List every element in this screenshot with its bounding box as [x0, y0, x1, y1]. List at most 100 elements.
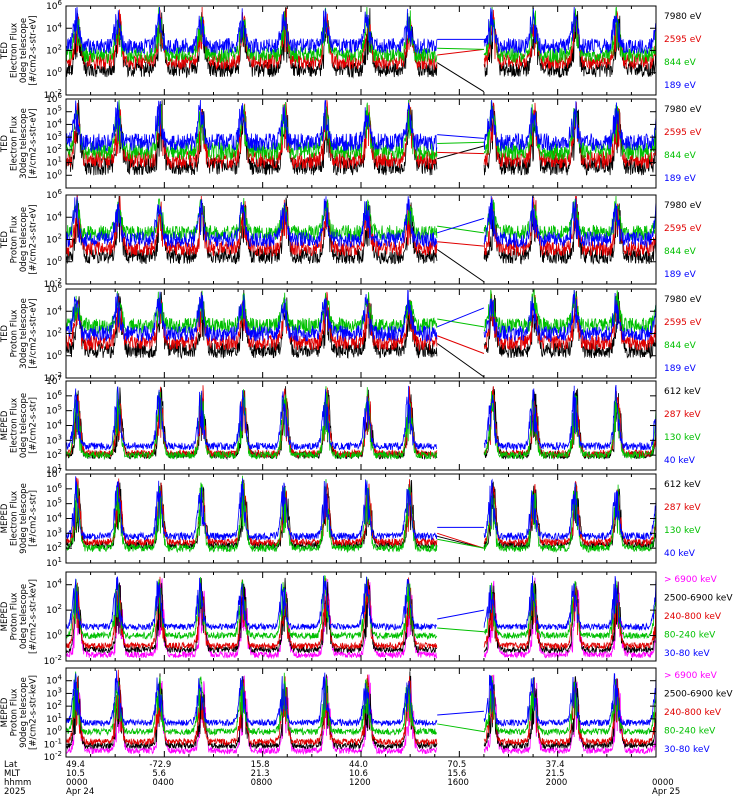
- y-axis-label-line: 90deg telescope: [19, 677, 29, 748]
- y-axis-label: TED Electron Flux 30deg telescope [#/cm2-s-…: [0, 108, 38, 179]
- series-80-240-kev-trace: [65, 575, 657, 641]
- gap-connector: [437, 627, 484, 633]
- gap-connector: [437, 47, 484, 50]
- gap-connector: [436, 62, 485, 93]
- y-tick-label: 102: [46, 143, 62, 156]
- y-tick-label: 100: [46, 66, 62, 79]
- legend-entry: 189 eV: [664, 270, 697, 280]
- y-axis-label-line: [#/cm2-s-str-eV]: [28, 204, 38, 274]
- y-tick-label: 103: [46, 526, 62, 539]
- y-tick-label: 107: [46, 374, 62, 387]
- legend-entry: 240-800 keV: [664, 612, 722, 622]
- y-tick-label: 101: [46, 556, 62, 569]
- y-tick-label: 105: [46, 105, 62, 118]
- gap-connector: [436, 343, 485, 378]
- gap-connector: [437, 532, 485, 549]
- y-axis-label-line: [#/cm2-s-str-eV]: [28, 15, 38, 85]
- hhmm-value: 0000: [66, 778, 88, 788]
- legend-entry: 844 eV: [664, 341, 697, 351]
- legend-entry: 7980 eV: [664, 201, 702, 211]
- gap-connector: [437, 307, 485, 328]
- y-axis-label-line: MEPED: [0, 503, 10, 533]
- y-tick-label: 101: [46, 712, 62, 725]
- y-tick-label: 107: [46, 467, 62, 480]
- y-tick-label: 102: [46, 44, 62, 57]
- date-value: Apr 25: [652, 787, 680, 797]
- y-tick-label: 102: [46, 541, 62, 554]
- y-axis-label-line: Electron Flux: [9, 491, 19, 546]
- legend-entry: 7980 eV: [664, 12, 702, 22]
- legend-entry: 2595 eV: [664, 224, 702, 234]
- y-tick-label: 10-2: [44, 277, 62, 290]
- y-tick-label: 10-1: [44, 737, 62, 750]
- legend-entry: 612 keV: [664, 387, 701, 397]
- series-7980-ev-trace: [65, 289, 657, 360]
- hhmm-value: 0000: [652, 778, 674, 788]
- y-axis-label-line: Proton Flux: [9, 593, 19, 641]
- gap-connector: [437, 318, 484, 328]
- y-tick-label: 104: [46, 117, 62, 130]
- gap-connector: [437, 723, 484, 733]
- flux-panel-7: 10-2 100 102 104 MEPED Proton Flux 0deg telesc…: [0, 571, 733, 667]
- gap-connector: [437, 217, 485, 234]
- series-130-kev-trace: [65, 386, 657, 461]
- y-axis-label-line: [#/cm2-s-str]: [28, 397, 38, 454]
- y-tick-label: 104: [46, 512, 62, 525]
- series-189-ev-trace: [65, 195, 657, 249]
- series-30-80-kev-trace: [65, 670, 657, 728]
- y-tick-label: 100: [46, 168, 62, 181]
- mlt-value: 21.5: [546, 769, 565, 779]
- y-tick-label: 104: [46, 304, 62, 317]
- series-240-800-kev-trace: [65, 669, 657, 747]
- y-axis-label-line: Proton Flux: [9, 310, 19, 358]
- y-axis-label-line: [#/cm2-s-str-eV]: [28, 298, 38, 368]
- legend-entry: 80-240 keV: [664, 631, 716, 641]
- legend-entry: 7980 eV: [664, 295, 702, 305]
- hhmm-value: 1600: [447, 778, 469, 788]
- y-tick-label: 106: [46, 92, 62, 105]
- series-40-kev-trace: [65, 476, 657, 542]
- legend-entry: 2500-6900 keV: [664, 690, 733, 700]
- legend-entry: 40 keV: [664, 549, 696, 559]
- series-2500-6900-kev-trace: [65, 577, 657, 655]
- y-axis-label-line: [#/cm2-s-str]: [28, 490, 38, 547]
- y-axis-label-line: Proton Flux: [9, 689, 19, 737]
- legend-entry: 844 eV: [664, 247, 697, 257]
- flux-panel-3: 10-2 100 102 104 106 TED Proton Flux 0deg teles…: [0, 188, 702, 290]
- gap-connector: [437, 241, 484, 247]
- y-tick-label: 103: [46, 686, 62, 699]
- hhmm-value: 0400: [152, 778, 174, 788]
- time-row-label: MLT: [4, 769, 21, 779]
- mlt-value: 15.6: [447, 769, 466, 779]
- y-tick-label: 100: [46, 629, 62, 642]
- y-tick-label: 104: [46, 674, 62, 687]
- gap-connector: [437, 538, 485, 549]
- series-844-ev-trace: [65, 6, 657, 64]
- legend-entry: 2500-6900 keV: [664, 594, 733, 604]
- y-tick-label: 10-2: [44, 750, 62, 763]
- gap-connector: [437, 48, 484, 56]
- lat-value: 44.0: [349, 760, 368, 770]
- legend-entry: 40 keV: [664, 456, 696, 466]
- date-value: Apr 24: [66, 787, 94, 797]
- y-axis-label-line: Electron Flux: [9, 23, 19, 78]
- gap-connector: [437, 145, 485, 160]
- y-tick-label: 102: [46, 233, 62, 246]
- series-189-ev-trace: [65, 6, 657, 56]
- gap-connector: [437, 609, 485, 620]
- y-axis-label-line: 30deg telescope: [19, 108, 29, 179]
- time-row-label: 2025: [4, 787, 26, 797]
- series-2595-ev-trace: [65, 195, 657, 258]
- y-tick-label: 10-2: [44, 654, 62, 667]
- y-tick-label: 106: [46, 0, 62, 12]
- gap-connector: [437, 141, 484, 144]
- y-tick-label: 104: [46, 578, 62, 591]
- y-axis-label: MEPED Proton Flux 90deg telescope [#/cm2-s-…: [0, 675, 38, 750]
- legend-entry: > 6900 keV: [664, 671, 718, 681]
- y-tick-label: 102: [46, 327, 62, 340]
- y-tick-label: 105: [46, 497, 62, 510]
- y-axis-label-line: [#/cm2-s-str-keV]: [28, 675, 38, 750]
